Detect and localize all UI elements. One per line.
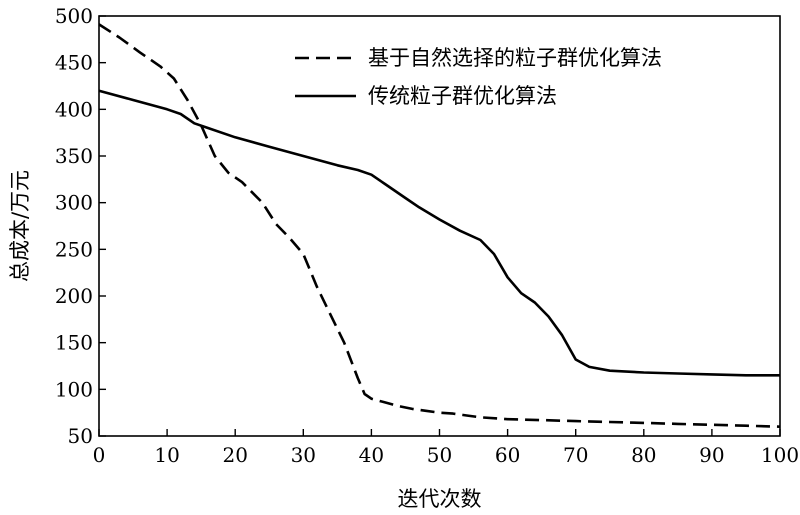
x-tick-label: 90 [699,443,724,467]
x-tick-label: 50 [427,443,452,467]
series-line-natural-selection-pso [98,23,781,428]
x-tick-label: 60 [495,443,520,467]
x-tick-label: 40 [359,443,384,467]
x-tick-label: 20 [222,443,247,467]
y-tick-label: 250 [55,237,93,261]
y-tick-label: 450 [55,51,93,75]
x-axis-title: 迭代次数 [398,487,482,511]
legend: 基于自然选择的粒子群优化算法 传统粒子群优化算法 [295,46,662,108]
x-tick-label: 0 [93,443,106,467]
y-tick-label: 100 [55,377,93,401]
legend-label-natural-selection-pso: 基于自然选择的粒子群优化算法 [368,46,662,70]
series-line-traditional-pso [98,89,780,377]
y-tick-label: 500 [55,4,93,28]
x-tick-label: 10 [154,443,179,467]
y-axis-title: 总成本/万元 [8,170,32,282]
y-tick-label: 400 [55,97,93,121]
x-tick-label: 70 [563,443,588,467]
x-tick-label: 80 [631,443,656,467]
x-axis-ticks: 0 10 20 30 40 50 60 70 80 90 100 [93,429,799,467]
series-group [98,23,781,428]
y-tick-label: 50 [68,424,93,448]
y-tick-label: 150 [55,331,93,355]
y-axis-ticks: 50 100 150 200 250 300 350 400 450 500 [55,4,106,448]
y-tick-label: 200 [55,284,93,308]
legend-label-traditional-pso: 传统粒子群优化算法 [368,84,557,108]
y-tick-label: 350 [55,144,93,168]
y-tick-label: 300 [55,191,93,215]
x-tick-label: 100 [761,443,799,467]
x-tick-label: 30 [291,443,316,467]
